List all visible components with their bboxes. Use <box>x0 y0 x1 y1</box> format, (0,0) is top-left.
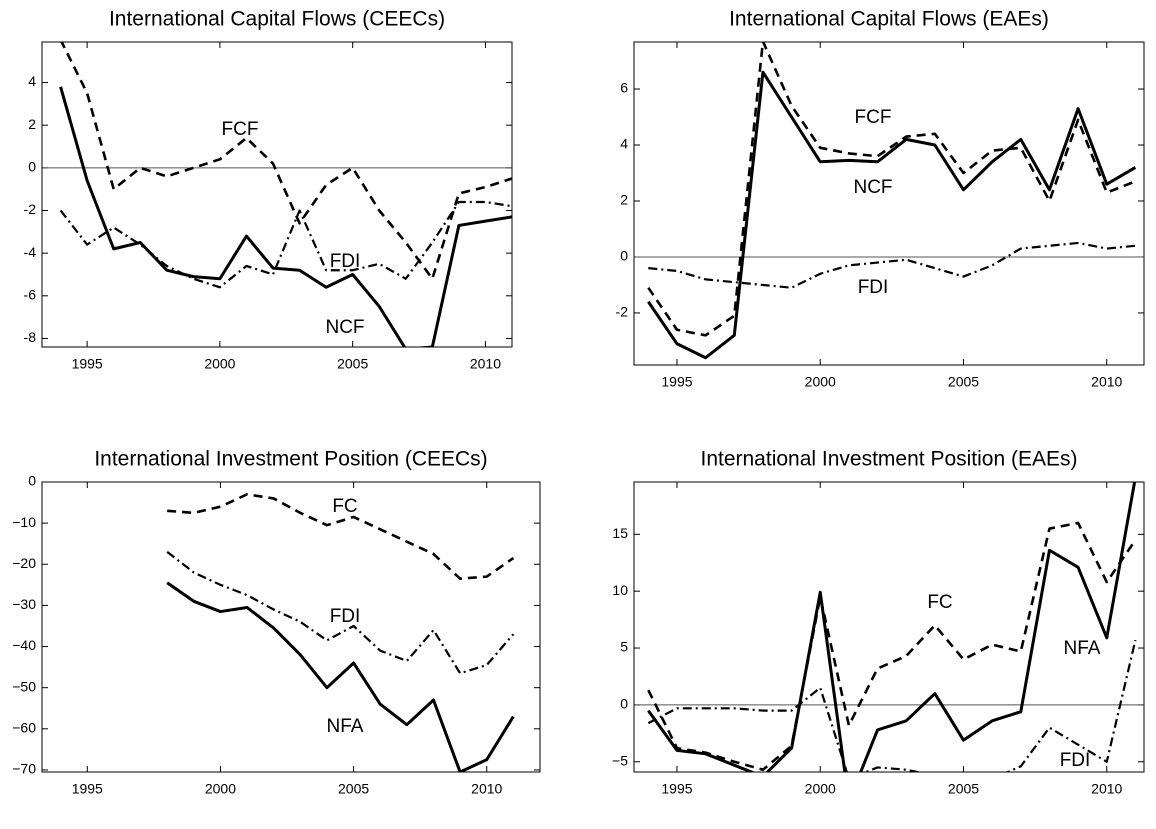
plot-frame <box>633 481 1145 773</box>
y-tick-label: -2 <box>24 201 37 217</box>
y-tick-label: -6 <box>24 287 37 303</box>
series-line <box>647 42 1136 337</box>
y-tick-label: 6 <box>620 80 628 96</box>
y-tick-label: −70 <box>12 761 36 777</box>
plot-frame <box>41 481 541 773</box>
y-tick-label: −20 <box>12 555 36 571</box>
y-tick-label: −30 <box>12 596 36 612</box>
plot-frame <box>633 41 1145 366</box>
series-label: NFA <box>1064 638 1101 659</box>
series-label: FDI <box>330 251 361 272</box>
x-tick-label: 1995 <box>72 356 103 372</box>
series-label: NCF <box>853 177 892 198</box>
y-tick-label: 4 <box>28 73 36 89</box>
y-tick-label: 5 <box>620 639 628 655</box>
series-line <box>166 551 515 675</box>
series-line <box>166 581 515 772</box>
series-label: FCF <box>222 119 259 140</box>
y-tick-label: −60 <box>12 720 36 736</box>
series-line <box>60 42 512 281</box>
x-tick-label: 2005 <box>948 781 979 797</box>
x-tick-label: 2000 <box>205 781 236 797</box>
series-line <box>647 482 1137 772</box>
y-tick-label: 0 <box>28 473 36 489</box>
series-line <box>648 241 1136 289</box>
series-label: NFA <box>327 716 364 737</box>
series-line <box>59 200 512 289</box>
y-tick-label: 0 <box>620 248 628 264</box>
series-label: FDI <box>330 606 361 627</box>
panel-title: International Investment Position (CEECs… <box>94 448 487 471</box>
x-tick-label: 2000 <box>805 781 836 797</box>
series-label: FC <box>927 592 952 613</box>
x-tick-label: 2005 <box>337 356 368 372</box>
y-tick-label: −40 <box>12 637 36 653</box>
x-tick-label: 1995 <box>661 374 692 390</box>
x-tick-label: 1995 <box>72 781 103 797</box>
y-tick-label: 10 <box>612 582 628 598</box>
panel: International Investment Position (EAEs)… <box>612 448 1145 797</box>
y-tick-label: 2 <box>28 116 36 132</box>
series-line <box>647 639 1137 772</box>
y-tick-label: −50 <box>12 678 36 694</box>
x-tick-label: 2010 <box>471 781 502 797</box>
series-line <box>59 86 512 347</box>
series-line <box>167 493 515 580</box>
y-tick-label: −5 <box>612 752 628 768</box>
series-label: FC <box>332 496 357 517</box>
x-tick-label: 2005 <box>948 374 979 390</box>
panel: International Capital Flows (EAEs)1995 20… <box>616 8 1145 390</box>
panel-title: International Capital Flows (EAEs) <box>729 8 1049 31</box>
panel: International Capital Flows (CEECs) 1995 2… <box>24 8 513 372</box>
series-line <box>647 70 1137 360</box>
plot-frame <box>41 41 513 348</box>
y-tick-label: -2 <box>616 304 629 320</box>
y-tick-label: -4 <box>24 244 37 260</box>
x-tick-label: 2000 <box>805 374 836 390</box>
y-tick-label: 0 <box>620 696 628 712</box>
panel: International Investment Position (CEECs… <box>12 448 541 797</box>
x-tick-label: 2010 <box>1091 374 1122 390</box>
series-label: FCF <box>855 107 892 128</box>
x-tick-label: 2005 <box>338 781 369 797</box>
panel-title: International Capital Flows (CEECs) <box>109 8 445 31</box>
series-label: FDI <box>858 277 889 298</box>
y-tick-label: 0 <box>28 159 36 175</box>
y-tick-label: 4 <box>620 136 628 152</box>
series-label: NCF <box>325 317 364 338</box>
series-label: FDI <box>1060 750 1091 771</box>
series-line <box>647 521 1137 772</box>
y-tick-label: -8 <box>24 329 37 345</box>
y-tick-label: 2 <box>620 192 628 208</box>
panel-title: International Investment Position (EAEs) <box>700 448 1077 471</box>
x-tick-label: 2010 <box>470 356 501 372</box>
y-tick-label: 15 <box>612 525 628 541</box>
x-tick-label: 2000 <box>204 356 235 372</box>
x-tick-label: 2010 <box>1091 781 1122 797</box>
x-tick-label: 1995 <box>661 781 692 797</box>
y-tick-label: −10 <box>12 514 36 530</box>
